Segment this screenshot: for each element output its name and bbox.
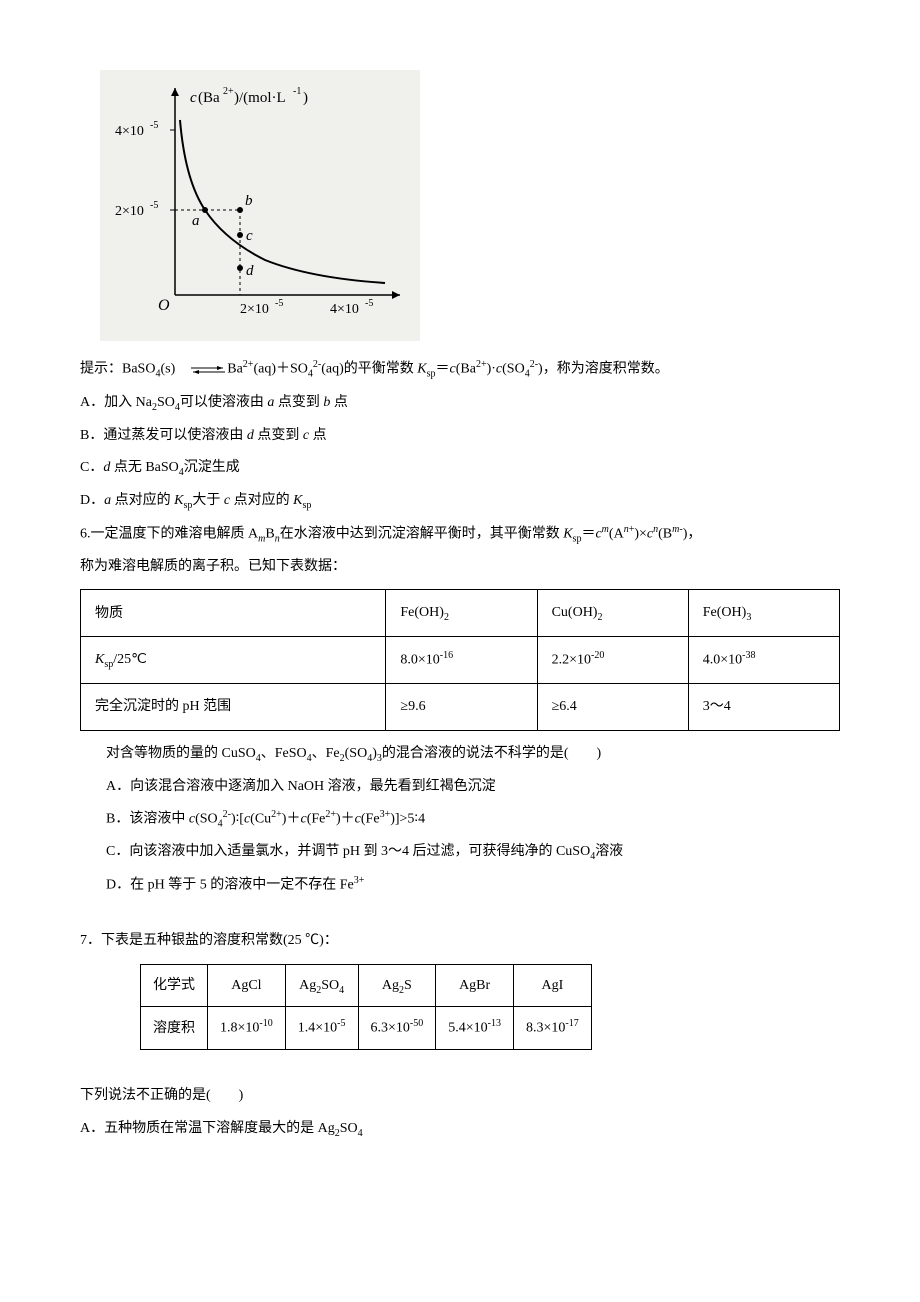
svg-text:d: d: [246, 263, 254, 279]
y-tick-2: 2×10: [115, 204, 144, 219]
table-row: Ksp/25℃ 8.0×10-16 2.2×10-20 4.0×10-38: [81, 637, 840, 684]
q6-option-b: B．该溶液中 c(SO42-)∶[c(Cu2+)＋c(Fe2+)＋c(Fe3+)…: [80, 804, 840, 834]
svg-text:-5: -5: [275, 298, 283, 309]
table-row: 物质 Fe(OH)2 Cu(OH)2 Fe(OH)3: [81, 590, 840, 637]
point-d: [237, 265, 243, 271]
q6-question: 对含等物质的量的 CuSO4、FeSO4、Fe2(SO4)3的混合溶液的说法不科…: [80, 739, 840, 769]
x-tick-1: 2×10: [240, 302, 269, 317]
svg-text:2+: 2+: [223, 86, 234, 97]
q6-table: 物质 Fe(OH)2 Cu(OH)2 Fe(OH)3 Ksp/25℃ 8.0×1…: [80, 589, 840, 730]
svg-text:-5: -5: [150, 120, 158, 131]
svg-text:-1: -1: [293, 86, 301, 97]
origin-label: O: [158, 297, 170, 314]
q6-option-d: D．在 pH 等于 5 的溶液中一定不存在 Fe3+: [80, 870, 840, 900]
table-row: 化学式 AgCl Ag2SO4 Ag2S AgBr AgI: [141, 964, 592, 1007]
q5-option-b: B．通过蒸发可以使溶液由 d 点变到 c 点: [80, 421, 840, 450]
q7-stem: 7．下表是五种银盐的溶度积常数(25 ℃)：: [80, 926, 840, 955]
svg-text:-5: -5: [150, 200, 158, 211]
y-axis-label: c: [190, 90, 197, 106]
svg-text:(Ba: (Ba: [198, 90, 220, 106]
x-tick-2: 4×10: [330, 302, 359, 317]
q6-stem-2: 称为难溶电解质的离子积。已知下表数据：: [80, 552, 840, 581]
svg-text:a: a: [192, 213, 200, 229]
chart-svg: c (Ba 2+ )/(mol·L -1 ) 4×10 -5 2×10 -5 2…: [110, 80, 410, 320]
q7-table: 化学式 AgCl Ag2SO4 Ag2S AgBr AgI 溶度积 1.8×10…: [140, 964, 592, 1051]
svg-text:c: c: [246, 228, 253, 244]
q5-option-d: D．a 点对应的 Ksp大于 c 点对应的 Ksp: [80, 486, 840, 516]
q6-option-a: A．向该混合溶液中逐滴加入 NaOH 溶液，最先看到红褐色沉淀: [80, 772, 840, 801]
point-c: [237, 232, 243, 238]
q5-option-c: C．d 点无 BaSO4沉淀生成: [80, 453, 840, 483]
y-tick-1: 4×10: [115, 124, 144, 139]
q6-stem-1: 6.一定温度下的难溶电解质 AmBn在水溶液中达到沉淀溶解平衡时，其平衡常数 K…: [80, 519, 840, 549]
hint-text: 提示：BaSO4(s) Ba2+(aq)＋SO42-(aq)的平衡常数 Ksp＝…: [80, 354, 840, 384]
q6-option-c: C．向该溶液中加入适量氯水，并调节 pH 到 3～4 后过滤，可获得纯净的 Cu…: [80, 837, 840, 867]
q5-option-a: A．加入 Na2SO4可以使溶液由 a 点变到 b 点: [80, 388, 840, 418]
point-b: [237, 207, 243, 213]
cell: 物质: [81, 590, 386, 637]
table-row: 完全沉淀时的 pH 范围 ≥9.6 ≥6.4 3～4: [81, 684, 840, 730]
svg-text:-5: -5: [365, 298, 373, 309]
table-row: 溶度积 1.8×10-10 1.4×10-5 6.3×10-50 5.4×10-…: [141, 1007, 592, 1050]
point-a: [202, 207, 208, 213]
q7-option-a: A．五种物质在常温下溶解度最大的是 Ag2SO4: [80, 1114, 840, 1144]
svg-text:b: b: [245, 193, 253, 209]
svg-text:)/(mol·L: )/(mol·L: [234, 90, 286, 106]
svg-text:): ): [303, 90, 308, 106]
q7-question: 下列说法不正确的是( ): [80, 1081, 840, 1110]
solubility-chart: c (Ba 2+ )/(mol·L -1 ) 4×10 -5 2×10 -5 2…: [100, 70, 420, 341]
